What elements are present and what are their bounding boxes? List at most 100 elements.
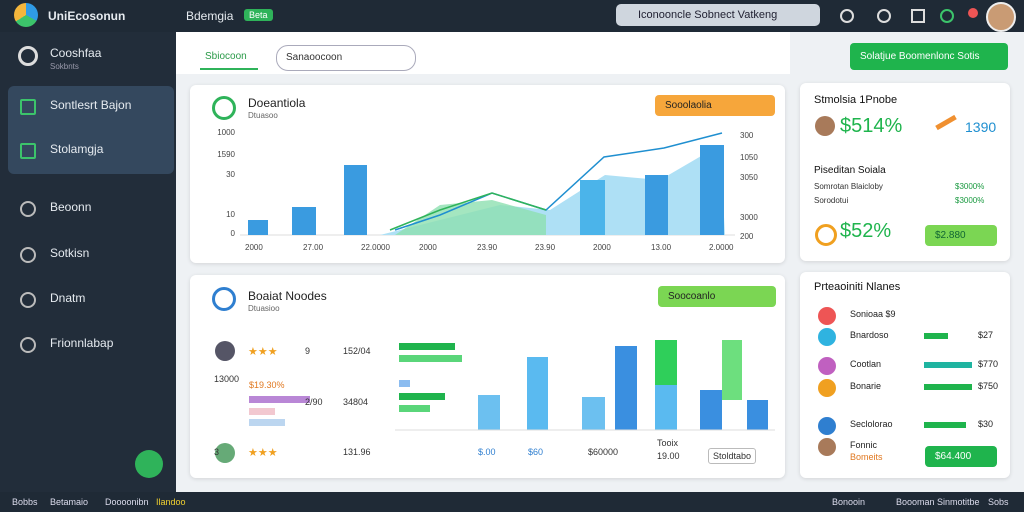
- y-tick-label: 200: [740, 232, 754, 241]
- bar: [655, 340, 677, 385]
- lane-bar: [924, 422, 966, 428]
- footer-status: Ilandoo: [156, 497, 186, 507]
- nav-item[interactable]: Stolamgja: [50, 142, 104, 156]
- lane-bar: [924, 384, 972, 390]
- lane-value: $750: [978, 381, 999, 391]
- cell: Tooix: [657, 438, 679, 448]
- nav-item[interactable]: Sontlesrt Bajon: [50, 98, 132, 112]
- x-tick-label: 2000: [593, 243, 611, 252]
- avatar[interactable]: [986, 2, 1016, 32]
- lane-name: Bnardoso: [850, 330, 889, 340]
- nav-icon[interactable]: [20, 143, 36, 159]
- y-tick-label: 1050: [740, 153, 758, 162]
- topbar: [0, 0, 1024, 32]
- nav-icon[interactable]: [20, 292, 36, 308]
- bar: [248, 220, 268, 235]
- cell: 13000: [214, 374, 240, 384]
- value: $52%: [840, 220, 892, 242]
- card-title: Prteaoiniti Nlanes: [814, 281, 901, 293]
- bar: [399, 380, 410, 387]
- card-title: Stmolsia 1Pnobe: [814, 94, 898, 106]
- cell: $19.30%: [249, 380, 285, 390]
- logo: [14, 3, 38, 27]
- value: $514%: [840, 115, 903, 137]
- cell: 131.96: [343, 447, 371, 457]
- badge: Beta: [244, 9, 273, 21]
- y-tick-label: 3050: [740, 173, 758, 182]
- search-text: Iconooncle Sobnect Vatkeng: [638, 9, 778, 21]
- y-tick-label: 1000: [217, 128, 235, 137]
- x-tick-label: 23.90: [535, 243, 556, 252]
- icon[interactable]: [840, 9, 854, 23]
- bar: [478, 395, 500, 430]
- y-tick-label: 30: [226, 170, 235, 179]
- primary-button[interactable]: Solatjue Boomenlonc Sotis: [850, 43, 1008, 70]
- row-label: Somrotan Blaicloby: [814, 182, 883, 191]
- overview-chart: [240, 132, 735, 236]
- footer-item[interactable]: Doooonibn: [105, 497, 149, 507]
- change: 1390: [965, 119, 997, 135]
- lane-icon: [818, 357, 836, 375]
- card-subtitle: Dtuasioo: [248, 304, 280, 313]
- nav-icon[interactable]: [20, 201, 36, 217]
- y-tick-label: 3000: [740, 213, 758, 222]
- icon: [212, 287, 236, 311]
- toolbar: [176, 32, 790, 74]
- card-subtitle: Dtuasoo: [248, 111, 278, 120]
- lane-icon: [818, 307, 836, 325]
- tab-underline: [200, 68, 258, 70]
- icon[interactable]: [940, 9, 954, 23]
- button[interactable]: $64.400: [925, 446, 997, 467]
- cell: 34804: [343, 397, 369, 407]
- section: Bdemgia: [186, 9, 234, 23]
- lane-icon: [818, 328, 836, 346]
- icon[interactable]: [968, 8, 978, 18]
- nodes-card: [190, 275, 785, 478]
- bar: [399, 343, 455, 350]
- row-value: $3000%: [955, 182, 985, 191]
- nav-item[interactable]: Frionnlabap: [50, 336, 114, 350]
- footer-item[interactable]: Sobs: [988, 497, 1009, 507]
- icon[interactable]: [877, 9, 891, 23]
- button[interactable]: $2.880: [925, 225, 997, 246]
- nav-icon[interactable]: [20, 99, 36, 115]
- cell: 19.00: [657, 451, 680, 461]
- footer-item[interactable]: Boooman Sinmotitbe: [896, 497, 980, 507]
- nav-item[interactable]: Beoonn: [50, 200, 92, 214]
- stars: ★★★: [248, 346, 278, 358]
- fab[interactable]: [135, 450, 163, 478]
- nav-icon[interactable]: [20, 337, 36, 353]
- tab[interactable]: Sbiocoon: [205, 51, 247, 62]
- bar: [249, 408, 275, 415]
- avatar: [815, 116, 835, 136]
- brand: UniEcosonun: [48, 9, 126, 23]
- footer: [0, 492, 1024, 512]
- lane-bar: [924, 333, 948, 339]
- footer-item[interactable]: Bonooin: [832, 497, 866, 507]
- bar: [747, 400, 768, 430]
- bar: [615, 346, 637, 430]
- nav-icon[interactable]: [20, 247, 36, 263]
- area: [380, 145, 725, 235]
- bar: [580, 180, 605, 235]
- dropdown[interactable]: [276, 45, 416, 71]
- stars: ★★★: [248, 447, 278, 459]
- area: [395, 200, 546, 235]
- y-tick-label: 1590: [217, 150, 235, 159]
- footer-item[interactable]: Betamaio: [50, 497, 89, 507]
- lane-name: Sonioaa $9: [850, 309, 896, 319]
- nav-item[interactable]: Dnatm: [50, 291, 86, 305]
- profile-name: Cooshfaa: [50, 46, 102, 60]
- icon[interactable]: [911, 9, 925, 23]
- line: [389, 192, 547, 231]
- nav-item[interactable]: Sotkisn: [50, 246, 90, 260]
- button[interactable]: Sooolaolia: [655, 95, 775, 116]
- footer-item[interactable]: Bobbs: [12, 497, 38, 507]
- bar: [249, 419, 285, 426]
- icon: [815, 224, 837, 246]
- button[interactable]: Soocoanlo: [658, 286, 776, 307]
- dropdown-text: Sanaoocoon: [286, 52, 343, 63]
- bar: [344, 165, 367, 235]
- cell: $60000: [588, 447, 619, 457]
- search-box[interactable]: [616, 4, 820, 26]
